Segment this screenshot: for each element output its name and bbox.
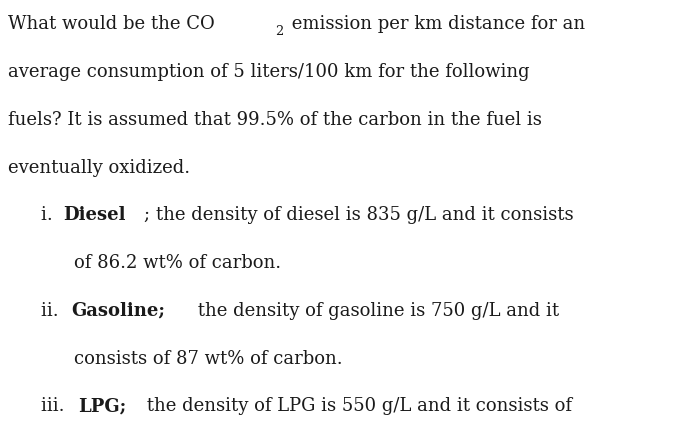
Text: the density of LPG is 550 g/L and it consists of: the density of LPG is 550 g/L and it con… xyxy=(141,397,572,415)
Text: emission per km distance for an: emission per km distance for an xyxy=(286,15,585,34)
Text: ; the density of diesel is 835 g/L and it consists: ; the density of diesel is 835 g/L and i… xyxy=(144,206,573,225)
Text: iii.: iii. xyxy=(41,397,70,415)
Text: 2: 2 xyxy=(275,25,284,38)
Text: What would be the CO: What would be the CO xyxy=(8,15,215,34)
Text: ii.: ii. xyxy=(41,302,64,320)
Text: Gasoline;: Gasoline; xyxy=(71,302,164,320)
Text: Diesel: Diesel xyxy=(63,206,126,225)
Text: the density of gasoline is 750 g/L and it: the density of gasoline is 750 g/L and i… xyxy=(192,302,559,320)
Text: of 86.2 wt% of carbon.: of 86.2 wt% of carbon. xyxy=(74,254,281,272)
Text: eventually oxidized.: eventually oxidized. xyxy=(8,159,190,177)
Text: i.: i. xyxy=(41,206,58,225)
Text: average consumption of 5 liters/100 km for the following: average consumption of 5 liters/100 km f… xyxy=(8,63,530,81)
Text: consists of 87 wt% of carbon.: consists of 87 wt% of carbon. xyxy=(74,350,342,368)
Text: LPG;: LPG; xyxy=(78,397,127,415)
Text: fuels? It is assumed that 99.5% of the carbon in the fuel is: fuels? It is assumed that 99.5% of the c… xyxy=(8,111,542,129)
